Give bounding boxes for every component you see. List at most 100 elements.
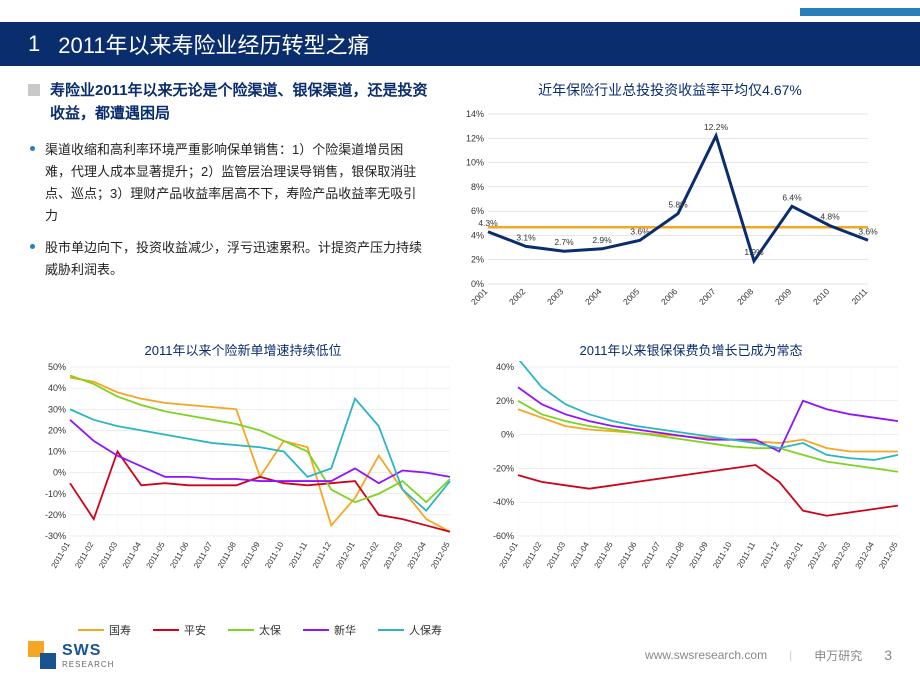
svg-text:2011-03: 2011-03 — [97, 540, 119, 570]
svg-text:2010: 2010 — [811, 286, 832, 307]
svg-text:20%: 20% — [496, 396, 514, 406]
svg-text:40%: 40% — [496, 362, 514, 372]
svg-text:2011-04: 2011-04 — [569, 540, 591, 570]
chart1-container: 近年保险行业总投投资收益率平均仅4.67% 0%2%4%6%8%10%12%14… — [448, 80, 892, 329]
svg-text:2008: 2008 — [735, 286, 756, 307]
svg-text:6.4%: 6.4% — [782, 192, 802, 202]
sub-bullet-2: 股市单边向下，投资收益减少，浮亏迅速累积。计提资产压力持续威胁利润表。 — [28, 237, 428, 281]
chart2-title: 2011年以来个险新单增速持续低位 — [28, 340, 458, 359]
svg-text:2011-04: 2011-04 — [121, 540, 143, 570]
svg-text:2011-05: 2011-05 — [593, 540, 615, 570]
chart3-svg: -60%-40%-20%0%20%40%2011-012011-022011-0… — [476, 361, 906, 591]
main-bullet: 寿险业2011年以来无论是个险渠道、银保渠道，还是投资收益，都遭遇困局 — [28, 80, 428, 125]
footer-url: www.swsresearch.com — [645, 648, 767, 662]
svg-text:2011-03: 2011-03 — [545, 540, 567, 570]
separator: | — [789, 648, 792, 662]
svg-text:2009: 2009 — [773, 286, 794, 307]
chart3-container: 2011年以来银保保费负增长已成为常态 -60% -40% -20% 0% 20% 40%… — [476, 340, 906, 596]
svg-text:2012-04: 2012-04 — [854, 540, 877, 570]
svg-text:20%: 20% — [48, 425, 66, 435]
svg-text:-30%: -30% — [45, 531, 66, 541]
svg-text:2011-09: 2011-09 — [240, 540, 262, 570]
svg-text:2004: 2004 — [583, 286, 604, 307]
svg-text:3.1%: 3.1% — [516, 232, 536, 242]
bottom-charts-row: 2011年以来个险新单增速持续低位 -30% -20% -10% 0% 10% 20% 30… — [28, 340, 892, 596]
svg-text:2011-08: 2011-08 — [216, 540, 238, 570]
svg-text:2006: 2006 — [659, 286, 680, 307]
svg-text:10%: 10% — [466, 158, 484, 168]
svg-text:3.6%: 3.6% — [630, 226, 650, 236]
svg-text:2005: 2005 — [621, 286, 642, 307]
svg-text:2011-12: 2011-12 — [311, 540, 333, 570]
svg-text:40%: 40% — [48, 383, 66, 393]
footer-org: 申万研究 — [814, 647, 862, 664]
svg-text:1.9%: 1.9% — [744, 247, 764, 257]
svg-text:2012-05: 2012-05 — [877, 540, 900, 570]
chart2-svg: -30%-20%-10%0%10%20%30%40%50%2011-012011… — [28, 361, 458, 591]
svg-text:2011-01: 2011-01 — [50, 540, 72, 570]
svg-text:-10%: -10% — [45, 489, 66, 499]
svg-text:2011-01: 2011-01 — [498, 540, 520, 570]
dot-icon — [30, 244, 35, 249]
svg-text:2011-02: 2011-02 — [73, 540, 95, 570]
svg-text:2001: 2001 — [469, 286, 490, 307]
section-number: 1 — [28, 31, 40, 57]
svg-text:2011: 2011 — [849, 286, 869, 306]
svg-text:0%: 0% — [53, 468, 66, 478]
svg-text:-20%: -20% — [493, 463, 514, 473]
svg-text:2011-12: 2011-12 — [759, 540, 781, 570]
svg-text:-40%: -40% — [493, 497, 514, 507]
svg-text:50%: 50% — [48, 362, 66, 372]
svg-text:3.6%: 3.6% — [858, 226, 878, 236]
svg-text:2012-05: 2012-05 — [429, 540, 452, 570]
svg-text:2012-02: 2012-02 — [358, 540, 381, 570]
svg-text:6%: 6% — [471, 206, 484, 216]
svg-text:2011-11: 2011-11 — [735, 540, 757, 569]
svg-text:4.3%: 4.3% — [478, 218, 498, 228]
top-accent — [800, 8, 920, 16]
title-bar: 1 2011年以来寿险业经历转型之痛 — [0, 22, 920, 66]
svg-text:2012-04: 2012-04 — [406, 540, 429, 570]
chart3-title: 2011年以来银保保费负增长已成为常态 — [476, 340, 906, 359]
content-area: 寿险业2011年以来无论是个险渠道、银保渠道，还是投资收益，都遭遇困局 渠道收缩… — [0, 80, 920, 329]
svg-text:12.2%: 12.2% — [704, 122, 729, 132]
svg-text:2012-01: 2012-01 — [334, 540, 357, 570]
svg-text:30%: 30% — [48, 404, 66, 414]
svg-text:2011-09: 2011-09 — [688, 540, 710, 570]
logo-subtext: RESEARCH — [62, 660, 114, 669]
svg-text:14%: 14% — [466, 109, 484, 119]
svg-text:2.7%: 2.7% — [554, 237, 574, 247]
svg-text:2011-10: 2011-10 — [711, 540, 733, 570]
svg-text:12%: 12% — [466, 133, 484, 143]
logo-icon — [28, 641, 56, 669]
svg-text:10%: 10% — [48, 447, 66, 457]
svg-text:2011-11: 2011-11 — [287, 540, 309, 569]
svg-text:2011-06: 2011-06 — [616, 540, 638, 570]
svg-text:2011-10: 2011-10 — [263, 540, 285, 570]
svg-text:2011-07: 2011-07 — [640, 540, 662, 570]
svg-text:2012-01: 2012-01 — [782, 540, 805, 570]
chart1-title: 近年保险行业总投投资收益率平均仅4.67% — [448, 80, 892, 100]
footer-right: www.swsresearch.com | 申万研究 3 — [645, 647, 892, 664]
svg-text:2012-02: 2012-02 — [806, 540, 829, 570]
svg-text:5.8%: 5.8% — [668, 200, 688, 210]
svg-text:2011-07: 2011-07 — [192, 540, 214, 570]
svg-text:4%: 4% — [471, 230, 484, 240]
logo: SWS RESEARCH — [28, 641, 114, 669]
page-title: 2011年以来寿险业经历转型之痛 — [58, 28, 369, 60]
chart2-container: 2011年以来个险新单增速持续低位 -30%-20%-10%0%10%20%30… — [28, 340, 458, 596]
text-column: 寿险业2011年以来无论是个险渠道、银保渠道，还是投资收益，都遭遇困局 渠道收缩… — [28, 80, 428, 329]
svg-text:2007: 2007 — [697, 286, 718, 307]
chart1-svg: 0%2%4%6%8%10%12%14%4.3%3.1%2.7%2.9%3.6%5… — [448, 104, 878, 324]
svg-text:2011-02: 2011-02 — [521, 540, 543, 570]
svg-text:0%: 0% — [501, 430, 514, 440]
svg-text:2011-08: 2011-08 — [664, 540, 686, 570]
main-bullet-text: 寿险业2011年以来无论是个险渠道、银保渠道，还是投资收益，都遭遇困局 — [50, 80, 428, 125]
logo-text: SWS — [62, 642, 114, 660]
dot-icon — [30, 146, 35, 151]
svg-text:2%: 2% — [471, 255, 484, 265]
svg-text:2011-06: 2011-06 — [168, 540, 190, 570]
svg-text:2002: 2002 — [507, 286, 528, 307]
svg-text:4.8%: 4.8% — [820, 212, 840, 222]
svg-text:-60%: -60% — [493, 531, 514, 541]
